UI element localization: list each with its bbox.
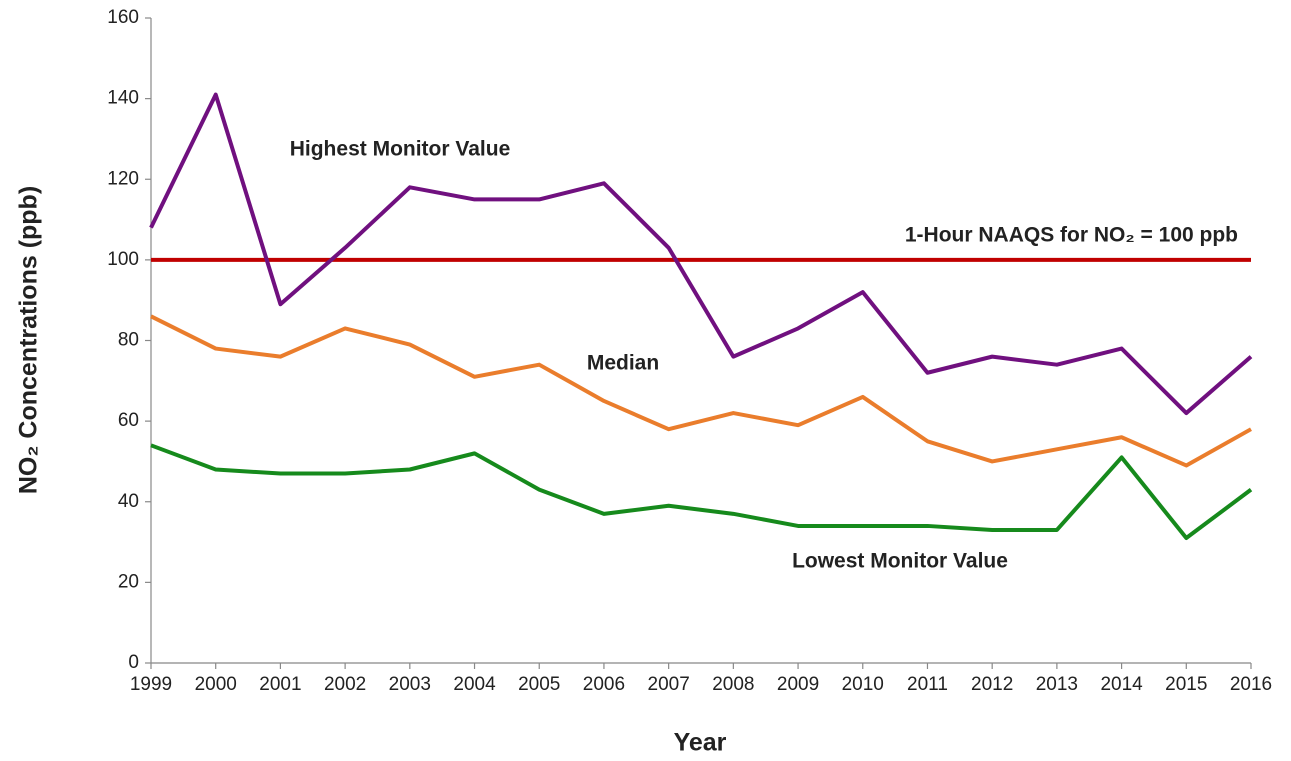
x-tick-label: 2004 (453, 674, 496, 695)
y-tick-label: 140 (107, 88, 139, 109)
x-tick-label: 2002 (324, 674, 366, 695)
y-tick-label: 120 (107, 168, 139, 189)
y-axis-title: NO₂ Concentrations (ppb) (15, 186, 43, 494)
series-line (149, 92, 1253, 416)
x-tick-label: 2012 (971, 674, 1013, 695)
series-label: Median (587, 352, 659, 375)
x-tick-label: 2000 (195, 674, 237, 695)
x-tick-label: 2014 (1100, 674, 1143, 695)
x-axis-title: Year (674, 729, 727, 757)
series-label: Highest Monitor Value (290, 138, 511, 161)
x-tick-label: 2015 (1165, 674, 1207, 695)
x-tick-label: 2003 (389, 674, 431, 695)
x-tick-label: 2008 (712, 674, 754, 695)
y-tick-label: 100 (107, 249, 139, 270)
series-line (150, 443, 1253, 541)
x-tick-label: 1999 (130, 674, 172, 695)
x-tick-label: 2001 (259, 674, 301, 695)
y-tick-label: 0 (128, 652, 139, 673)
threshold-label: 1-Hour NAAQS for NO₂ = 100 ppb (905, 223, 1238, 246)
x-tick-label: 2010 (842, 674, 884, 695)
series-label: Lowest Monitor Value (792, 550, 1008, 573)
x-tick-label: 2006 (583, 674, 625, 695)
series-line (150, 314, 1252, 468)
y-tick-label: 80 (118, 330, 139, 351)
x-tick-label: 2013 (1036, 674, 1078, 695)
y-tick-label: 20 (118, 571, 139, 592)
y-tick-label: 60 (118, 410, 139, 431)
x-tick-label: 2009 (777, 674, 819, 695)
x-tick-label: 2005 (518, 674, 560, 695)
x-tick-label: 2011 (907, 674, 948, 695)
y-tick-label: 40 (118, 491, 139, 512)
y-tick-label: 160 (107, 7, 139, 28)
x-tick-label: 2007 (648, 674, 690, 695)
x-tick-label: 2016 (1230, 674, 1272, 695)
